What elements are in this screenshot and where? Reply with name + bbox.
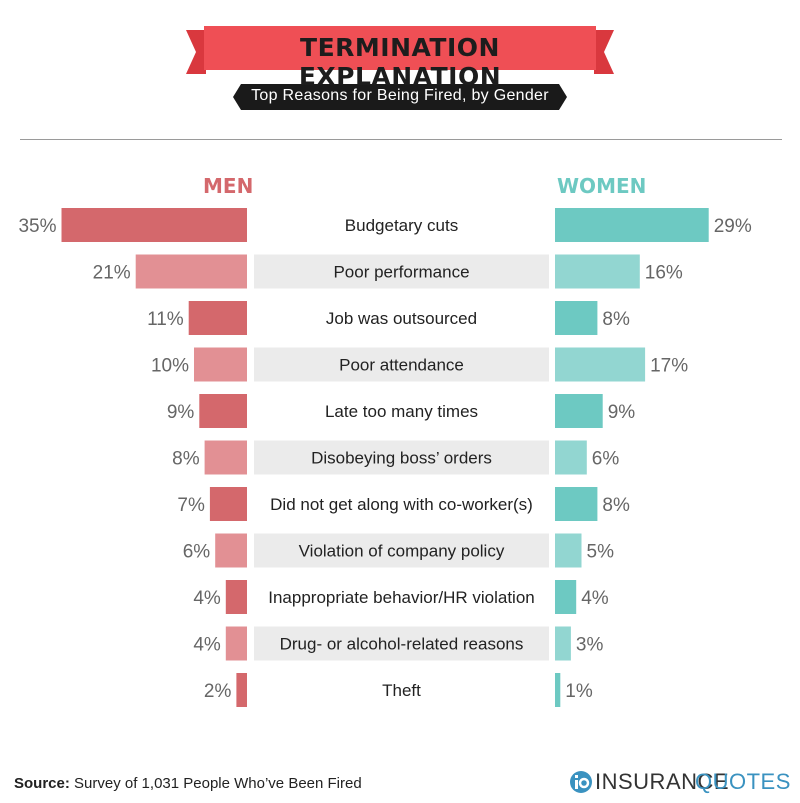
women-bar	[555, 440, 587, 475]
source-text: Survey of 1,031 People Who’ve Been Fired	[69, 775, 362, 792]
men-value-label: 6%	[183, 542, 211, 563]
women-value-label: 17%	[650, 356, 688, 377]
men-bar	[209, 487, 247, 521]
title-ribbon-left-tail	[186, 30, 206, 74]
subtitle-band-left-notch	[233, 84, 241, 110]
women-bar	[555, 533, 582, 568]
men-bar	[199, 394, 247, 428]
men-value-label: 8%	[172, 449, 200, 470]
men-value-label: 4%	[193, 635, 221, 656]
women-bar	[555, 487, 598, 521]
row-band	[254, 440, 549, 475]
category-label: Poor performance	[333, 263, 469, 282]
header-divider	[20, 139, 782, 140]
women-value-label: 8%	[602, 309, 630, 330]
men-value-label: 4%	[193, 588, 221, 609]
men-value-label: 2%	[204, 681, 232, 702]
men-bar	[225, 580, 247, 614]
men-value-label: 7%	[177, 495, 205, 516]
title-ribbon-band	[204, 26, 596, 70]
women-value-label: 5%	[587, 542, 615, 563]
men-value-label: 11%	[147, 309, 184, 330]
row-band	[254, 626, 549, 661]
logo-text-insurance: INSURANCE	[595, 769, 730, 794]
category-label: Drug- or alcohol-related reasons	[280, 635, 524, 654]
category-label: Theft	[382, 681, 421, 700]
men-bar	[225, 626, 247, 661]
women-value-label: 8%	[602, 495, 630, 516]
women-bar	[555, 580, 577, 614]
women-column-header: WOMEN	[557, 174, 647, 198]
women-bar	[555, 208, 709, 242]
women-bar	[555, 347, 646, 382]
category-label: Disobeying boss’ orders	[311, 449, 492, 468]
butterfly-chart: 35% 29% Budgetary cuts 21% 16% Poor performan…	[18, 208, 752, 707]
subtitle-band	[241, 84, 559, 110]
category-label: Inappropriate behavior/HR violation	[268, 588, 535, 607]
men-bar	[61, 208, 247, 242]
women-value-label: 6%	[592, 449, 620, 470]
men-bar	[194, 347, 247, 382]
men-bar	[188, 301, 247, 335]
women-bar	[555, 301, 598, 335]
women-value-label: 3%	[576, 635, 604, 656]
women-bar	[555, 394, 603, 428]
men-bar	[204, 440, 247, 475]
women-bar	[555, 673, 561, 707]
category-label: Poor attendance	[339, 356, 464, 375]
men-value-label: 21%	[93, 263, 131, 284]
title-ribbon	[186, 26, 614, 110]
row-band	[254, 533, 549, 568]
category-label: Violation of company policy	[299, 542, 505, 561]
women-value-label: 1%	[565, 681, 593, 702]
men-bar	[236, 673, 247, 707]
men-value-label: 35%	[18, 216, 56, 237]
logo-icon	[570, 771, 592, 793]
page-subtitle: Top Reasons for Being Fired, by Gender	[251, 87, 549, 104]
source-note: Source: Survey of 1,031 People Who’ve Be…	[14, 775, 362, 792]
men-value-label: 10%	[151, 356, 189, 377]
category-label: Job was outsourced	[326, 309, 477, 328]
category-label: Late too many times	[325, 402, 478, 421]
women-bar	[555, 254, 640, 289]
insurancequotes-logo: INSURANCE QUOTES	[569, 765, 791, 795]
women-value-label: 4%	[581, 588, 609, 609]
women-bar	[555, 626, 571, 661]
category-label: Did not get along with co-worker(s)	[270, 495, 533, 514]
subtitle-band-right-notch	[559, 84, 567, 110]
title-ribbon-right-tail	[594, 30, 614, 74]
logo-text-quotes: QUOTES	[695, 769, 791, 794]
men-value-label: 9%	[167, 402, 195, 423]
women-value-label: 9%	[608, 402, 636, 423]
row-band	[254, 254, 549, 289]
men-bar	[215, 533, 247, 568]
women-value-label: 29%	[714, 216, 752, 237]
women-value-label: 16%	[645, 263, 683, 284]
men-column-header: MEN	[203, 174, 254, 198]
page-title: TERMINATION EXPLANATION	[298, 33, 502, 91]
row-band	[254, 347, 549, 382]
category-label: Budgetary cuts	[345, 216, 458, 235]
men-bar	[135, 254, 247, 289]
source-label: Source:	[14, 775, 70, 792]
